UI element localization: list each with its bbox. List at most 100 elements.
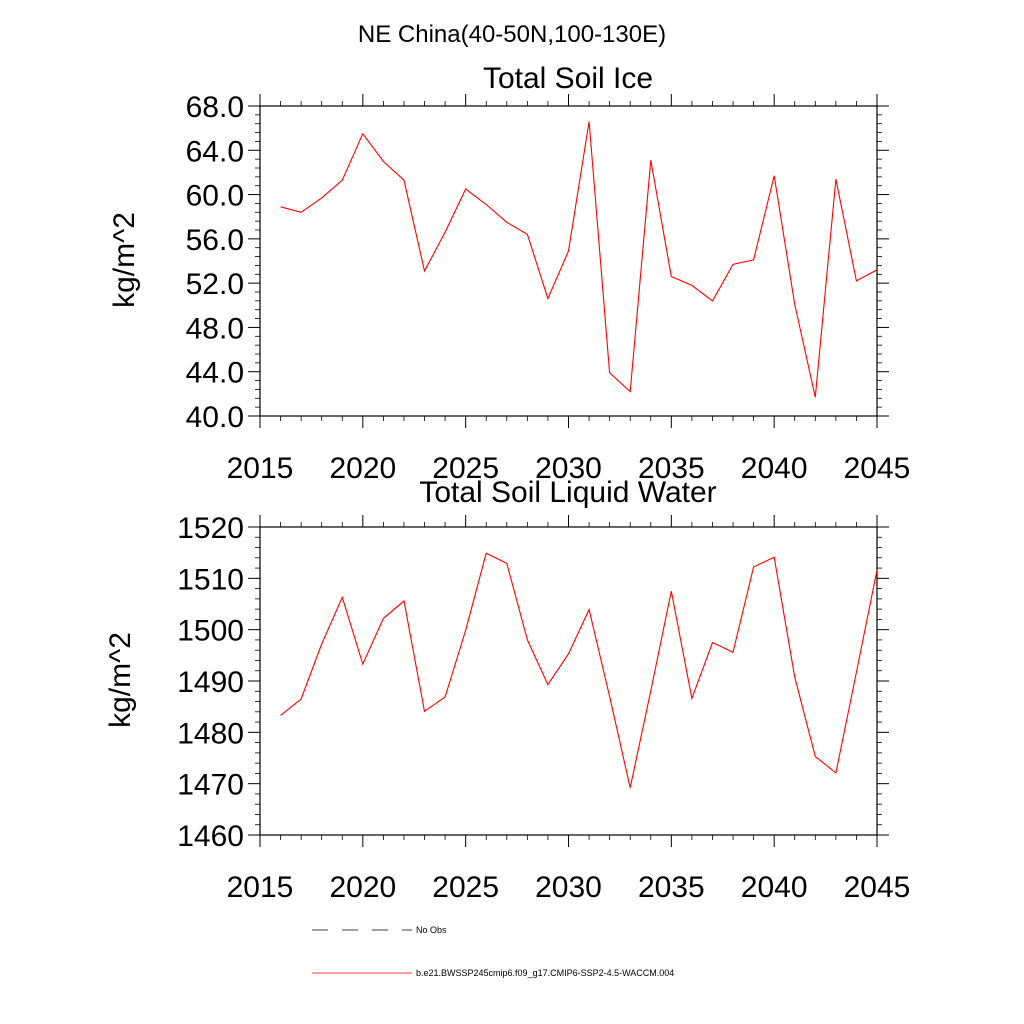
data-point [794,304,795,305]
data-point [794,677,795,678]
x-tick-label: 2015 [227,871,294,904]
x-tick-label: 2020 [329,452,396,485]
data-point [486,204,487,205]
x-tick-label: 2040 [741,452,808,485]
y-axis-label: kg/m^2 [104,632,137,728]
series-line [280,121,878,398]
data-point [856,281,857,282]
data-point [362,664,363,665]
data-point [815,756,816,757]
y-tick-label: 1490 [177,666,244,699]
data-point [774,557,775,558]
x-tick-label: 2025 [432,452,499,485]
y-tick-label: 52.0 [186,268,244,301]
data-point [383,618,384,619]
data-point [753,260,754,261]
legend: No Obs b.e21.BWSSP245cmip6.f09_g17.CMIP6… [312,925,674,978]
x-tick-label: 2015 [227,452,294,485]
data-point [527,640,528,641]
data-point [301,699,302,700]
data-point [548,298,549,299]
data-point [836,773,837,774]
y-tick-label: 48.0 [186,312,244,345]
y-tick-label: 1520 [177,512,244,545]
x-tick-label: 2020 [329,871,396,904]
data-point [568,653,569,654]
y-tick-label: 60.0 [186,180,244,213]
y-tick-label: 68.0 [186,91,244,124]
x-tick-label: 2035 [638,871,705,904]
chart-title: Total Soil Ice [483,62,653,95]
series-line [280,552,878,788]
data-point [589,609,590,610]
y-tick-label: 1480 [177,717,244,750]
data-point [280,206,281,207]
data-point [465,630,466,631]
y-tick-label: 1460 [177,820,244,853]
chart-panel-soil-ice: Total Soil Ice kg/m^2 2015 2020 2025 2030 20… [108,62,910,485]
data-point [630,391,631,392]
data-point [362,133,363,134]
chart-panel-soil-liquid-water: Total Soil Liquid Water kg/m^2 2015 2020 2… [104,476,910,904]
figure-title: NE China(40-50N,100-130E) [358,21,666,48]
data-point [280,715,281,716]
y-tick-label: 56.0 [186,224,244,257]
y-tick-label: 40.0 [186,401,244,434]
data-point [506,222,507,223]
y-tick-label: 44.0 [186,357,244,390]
y-axis-label: kg/m^2 [108,212,141,308]
data-point [321,644,322,645]
data-point [877,570,878,571]
x-tick-label: 2045 [844,452,911,485]
y-tick-label: 1500 [177,615,244,648]
x-tick-label: 2040 [741,871,808,904]
data-point [527,234,528,235]
x-tick-label: 2035 [638,452,705,485]
legend-label-no-obs: No Obs [416,925,447,935]
data-point [486,553,487,554]
data-point [445,232,446,233]
data-point [671,591,672,592]
x-tick-label: 2025 [432,871,499,904]
data-point [301,212,302,213]
data-point [383,161,384,162]
data-point [815,397,816,398]
data-point [692,698,693,699]
data-marks [280,121,878,398]
data-point [774,175,775,176]
data-point [609,696,610,697]
data-point [465,189,466,190]
data-point [692,285,693,286]
data-point [753,567,754,568]
data-point [671,276,672,277]
data-point [506,563,507,564]
legend-label-model: b.e21.BWSSP245cmip6.f09_g17.CMIP6-SSP2-4… [416,968,674,978]
data-point [650,160,651,161]
axis-ticks: 2015 2020 2025 2030 2035 2040 2045 1460 1470 1480… [177,512,910,904]
data-point [856,672,857,673]
data-point [342,180,343,181]
chart-title: Total Soil Liquid Water [419,476,716,509]
data-point [877,270,878,271]
data-point [733,652,734,653]
data-point [589,121,590,122]
x-tick-label: 2045 [844,871,911,904]
data-point [712,301,713,302]
data-point [424,711,425,712]
data-point [445,697,446,698]
data-point [630,787,631,788]
y-tick-label: 1510 [177,563,244,596]
data-point [712,642,713,643]
y-tick-label: 64.0 [186,135,244,168]
data-point [650,690,651,691]
data-point [733,264,734,265]
data-point [321,198,322,199]
data-point [404,180,405,181]
data-point [404,601,405,602]
data-point [609,372,610,373]
data-point [568,251,569,252]
axis-ticks: 2015 2020 2025 2030 2035 2040 2045 40.0 44.0 48.0… [186,91,911,485]
data-point [342,597,343,598]
